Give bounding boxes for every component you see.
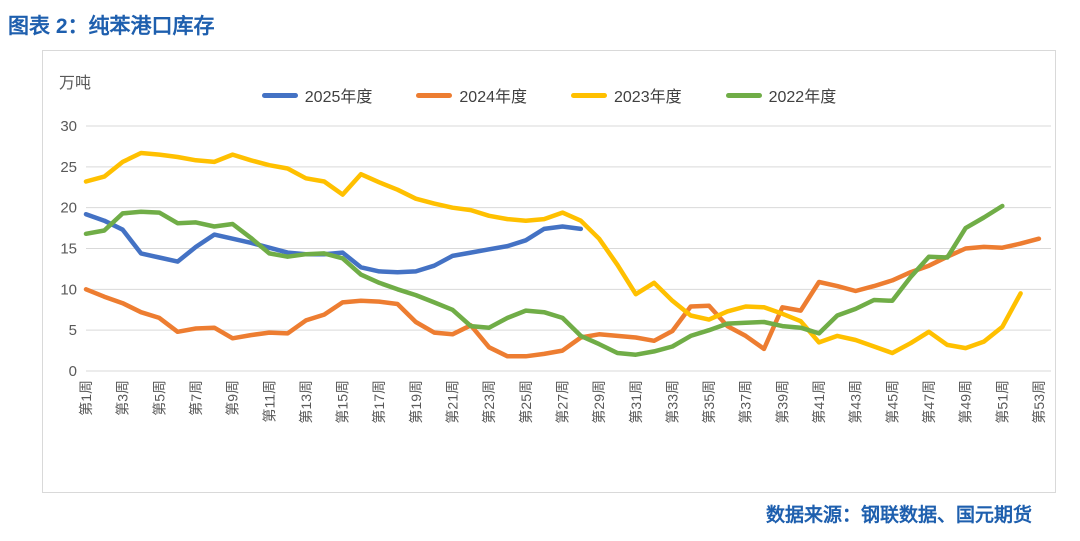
y-axis-unit-label: 万吨	[59, 75, 92, 92]
data-source-note: 数据来源：钢联数据、国元期货	[765, 505, 1032, 526]
x-tick-label: 第3周	[115, 380, 131, 416]
legend-label: 2024年度	[459, 89, 527, 106]
x-axis-tick-labels: 第1周 第3周 第5周 第7周 第9周 第11周 第13周 第15周 第17周 第19周 第21周 第…	[78, 380, 1047, 424]
x-tick-label: 第15周	[335, 380, 351, 424]
x-tick-label: 第1周	[78, 380, 94, 416]
x-tick-label: 第23周	[481, 380, 497, 424]
y-tick-label: 0	[69, 363, 77, 380]
x-tick-label: 第45周	[884, 380, 900, 424]
x-tick-label: 第13周	[298, 380, 314, 424]
y-tick-label: 10	[60, 281, 77, 298]
chart-legend: 2025年度 2024年度 2023年度 2022年度	[43, 83, 1055, 107]
y-tick-label: 20	[60, 200, 77, 217]
legend-item-2022年度[interactable]: 2022年度	[725, 83, 837, 107]
x-tick-label: 第9周	[225, 380, 241, 416]
y-tick-label: 25	[60, 159, 77, 176]
legend-label: 2023年度	[614, 89, 682, 106]
series-line-2024年度	[83, 236, 1042, 359]
legend-label: 2025年度	[304, 89, 373, 106]
legend-line-swatch	[416, 92, 453, 98]
page-title: 图表 2：纯苯港口库存	[8, 15, 215, 38]
x-tick-label: 第19周	[408, 380, 424, 424]
x-tick-label: 第33周	[664, 380, 680, 424]
x-tick-label: 第5周	[151, 380, 167, 416]
x-tick-label: 第17周	[371, 380, 387, 424]
legend-label: 2022年度	[768, 89, 837, 106]
gridlines	[86, 125, 1051, 372]
legend-item-2024年度[interactable]: 2024年度	[416, 83, 527, 107]
legend-line-swatch	[725, 92, 762, 98]
x-tick-label: 第31周	[628, 380, 644, 424]
x-tick-label: 第47周	[921, 380, 937, 424]
x-tick-label: 第37周	[738, 380, 754, 424]
x-tick-label: 第39周	[774, 380, 790, 424]
y-tick-label: 15	[60, 241, 77, 258]
x-tick-label: 第25周	[518, 380, 534, 424]
legend-item-2023年度[interactable]: 2023年度	[571, 83, 682, 107]
legend-line-swatch	[261, 92, 298, 98]
x-tick-label: 第21周	[445, 380, 461, 424]
legend-line-swatch	[571, 92, 607, 98]
legend-item-2025年度[interactable]: 2025年度	[261, 83, 373, 107]
x-tick-label: 第27周	[554, 380, 570, 424]
x-tick-label: 第51周	[994, 380, 1010, 424]
x-tick-label: 第41周	[811, 380, 827, 424]
series-line-2022年度	[83, 203, 1005, 357]
x-tick-label: 第11周	[261, 380, 277, 423]
y-axis-tick-labels: 0 5 10 15 20 25 30	[60, 118, 77, 380]
line-chart: 051015202530第1周 第3周 第5周 第7周 第9周 第11周 第13周 第15周第…	[60, 118, 1051, 424]
x-tick-label: 第7周	[188, 380, 204, 416]
y-tick-label: 5	[69, 322, 77, 339]
x-tick-label: 第49周	[958, 380, 974, 424]
y-tick-label: 30	[60, 118, 77, 135]
series-line-2025年度	[83, 211, 584, 275]
x-tick-label: 第35周	[701, 380, 717, 424]
x-tick-label: 第53周	[1031, 380, 1047, 424]
x-tick-label: 第43周	[848, 380, 864, 424]
chart-frame: 0 5 10 15 20 25 30 第1周 第3周 第5周 第7周 第9周 第11周 第13周 第15周第…	[42, 50, 1056, 493]
series-line-2023年度	[83, 150, 1023, 356]
x-tick-label: 第29周	[591, 380, 607, 424]
